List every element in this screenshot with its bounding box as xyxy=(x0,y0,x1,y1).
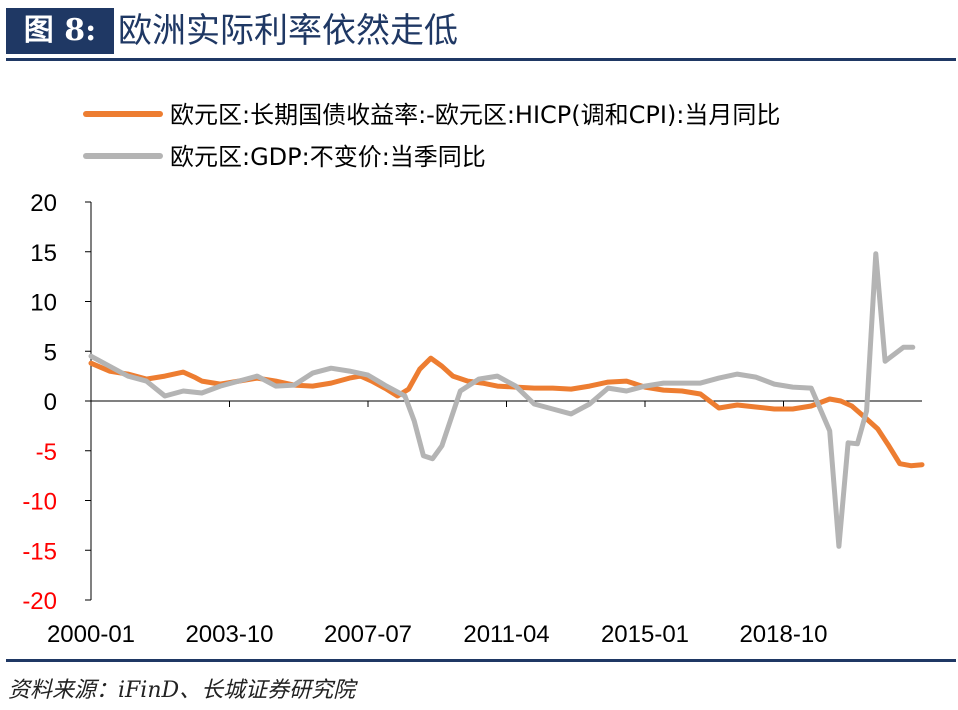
header-rule xyxy=(6,58,956,61)
series-line-rate xyxy=(88,355,925,469)
series-line-gdp xyxy=(88,251,916,549)
legend-label-rate: 欧元区:长期国债收益率:-欧元区:HICP(调和CPI):当月同比 xyxy=(170,101,780,129)
y-tick-label: -10 xyxy=(22,489,57,516)
line-chart: 欧元区:长期国债收益率:-欧元区:HICP(调和CPI):当月同比欧元区:GDP… xyxy=(22,101,925,648)
figure-header: 图 8: 欧洲实际利率依然走低 xyxy=(0,0,958,62)
figure-title: 欧洲实际利率依然走低 xyxy=(118,11,458,51)
x-tick-label: 2007-07 xyxy=(324,621,412,648)
chart-axes: 20 15 10 5 0 -5 -10 -15 -20 2000-01 2003-10 2007-07… xyxy=(22,190,922,648)
footer-rule xyxy=(6,659,956,662)
legend-label-gdp: 欧元区:GDP:不变价:当季同比 xyxy=(170,143,486,171)
y-tick-label: 15 xyxy=(30,240,57,267)
x-tick-label: 2015-01 xyxy=(601,621,689,648)
y-tick-label: -5 xyxy=(36,439,57,466)
y-tick-label: -15 xyxy=(22,538,57,565)
source-note: 资料来源：iFinD、长城证券研究院 xyxy=(8,678,356,703)
chart-legend: 欧元区:长期国债收益率:-欧元区:HICP(调和CPI):当月同比欧元区:GDP… xyxy=(83,101,780,171)
y-tick-label: 20 xyxy=(30,190,57,217)
y-tick-label: 10 xyxy=(30,290,57,317)
x-tick-label: 2018-10 xyxy=(739,621,827,648)
y-tick-label: 0 xyxy=(44,389,57,416)
x-tick-label: 2003-10 xyxy=(185,621,273,648)
x-tick-label: 2011-04 xyxy=(463,621,549,648)
figure-label: 图 8: xyxy=(6,8,114,54)
y-tick-label: -20 xyxy=(22,588,57,615)
x-tick-label: 2000-01 xyxy=(47,621,135,648)
y-tick-label: 5 xyxy=(44,339,57,366)
chart-series xyxy=(88,251,925,549)
